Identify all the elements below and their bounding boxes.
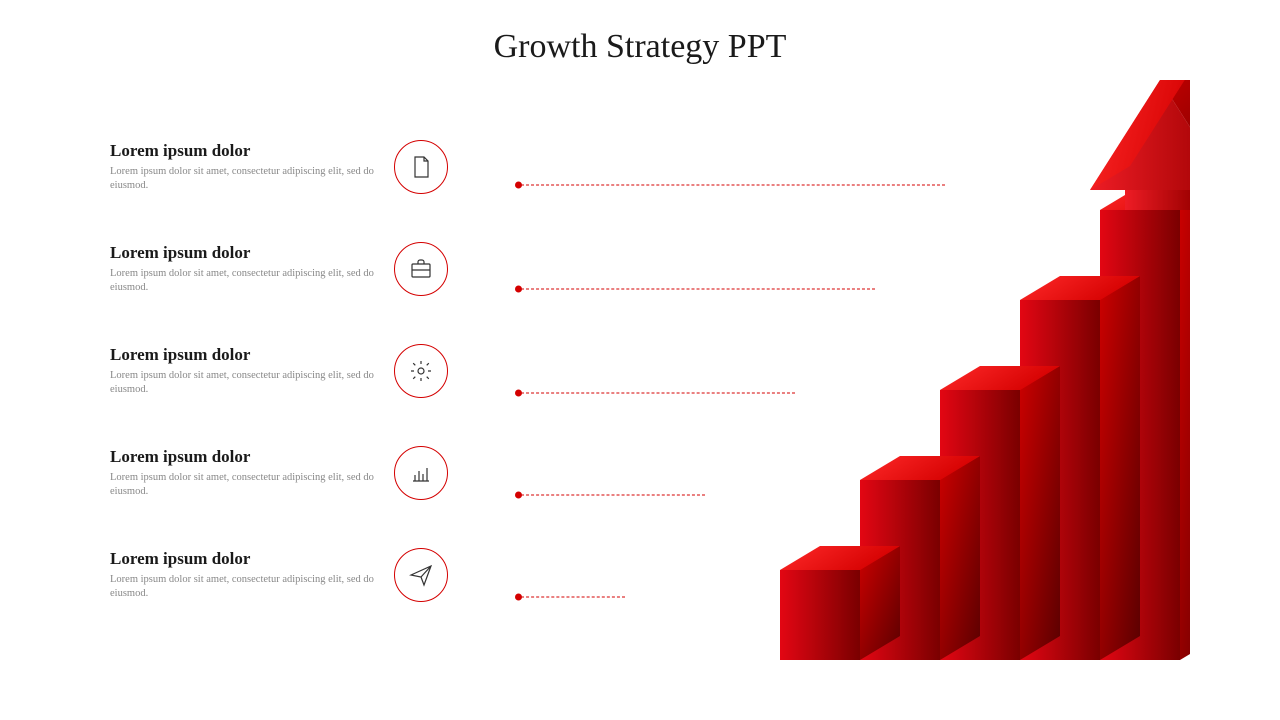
gear-icon	[394, 344, 448, 398]
item-title: Lorem ipsum dolor	[110, 243, 380, 263]
item-text: Lorem ipsum dolor Lorem ipsum dolor sit …	[110, 549, 380, 601]
item-title: Lorem ipsum dolor	[110, 549, 380, 569]
page-title: Growth Strategy PPT	[0, 28, 1280, 66]
list-item: Lorem ipsum dolor Lorem ipsum dolor sit …	[110, 140, 530, 194]
item-desc: Lorem ipsum dolor sit amet, consectetur …	[110, 573, 380, 601]
item-text: Lorem ipsum dolor Lorem ipsum dolor sit …	[110, 447, 380, 499]
item-text: Lorem ipsum dolor Lorem ipsum dolor sit …	[110, 141, 380, 193]
growth-stairs-arrow	[770, 80, 1190, 680]
connector-line	[515, 392, 795, 394]
item-title: Lorem ipsum dolor	[110, 447, 380, 467]
item-desc: Lorem ipsum dolor sit amet, consectetur …	[110, 165, 380, 193]
item-desc: Lorem ipsum dolor sit amet, consectetur …	[110, 369, 380, 397]
briefcase-icon	[394, 242, 448, 296]
connector-line	[515, 596, 625, 598]
list-item: Lorem ipsum dolor Lorem ipsum dolor sit …	[110, 242, 530, 296]
item-text: Lorem ipsum dolor Lorem ipsum dolor sit …	[110, 345, 380, 397]
paperplane-icon	[394, 548, 448, 602]
item-title: Lorem ipsum dolor	[110, 345, 380, 365]
item-list: Lorem ipsum dolor Lorem ipsum dolor sit …	[110, 140, 530, 650]
list-item: Lorem ipsum dolor Lorem ipsum dolor sit …	[110, 548, 530, 602]
item-desc: Lorem ipsum dolor sit amet, consectetur …	[110, 267, 380, 295]
connector-line	[515, 494, 705, 496]
barchart-icon	[394, 446, 448, 500]
item-desc: Lorem ipsum dolor sit amet, consectetur …	[110, 471, 380, 499]
document-icon	[394, 140, 448, 194]
item-title: Lorem ipsum dolor	[110, 141, 380, 161]
list-item: Lorem ipsum dolor Lorem ipsum dolor sit …	[110, 344, 530, 398]
item-text: Lorem ipsum dolor Lorem ipsum dolor sit …	[110, 243, 380, 295]
list-item: Lorem ipsum dolor Lorem ipsum dolor sit …	[110, 446, 530, 500]
